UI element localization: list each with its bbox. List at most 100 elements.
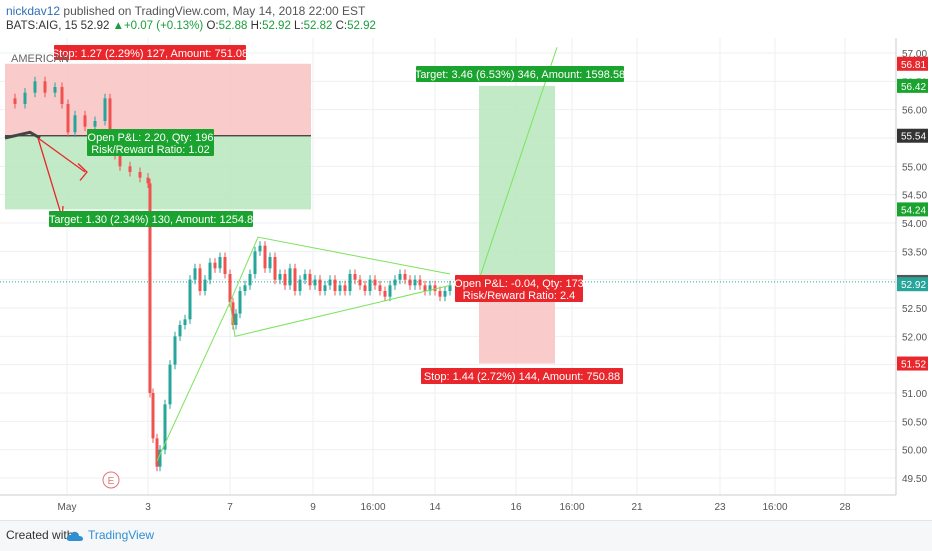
ohlc-close: C:52.92 — [335, 20, 376, 32]
price-badge-text: 54.24 — [901, 205, 926, 216]
stop-label-1: Stop: 1.27 (2.29%) 127, Amount: 751.08 — [52, 45, 248, 60]
y-tick-label: 53.50 — [902, 247, 927, 258]
arrow-head-1 — [77, 163, 88, 181]
earnings-letter: E — [108, 476, 115, 487]
candle-body — [343, 285, 347, 291]
candle-body — [443, 291, 447, 297]
candle-body — [438, 291, 442, 297]
candle-body — [313, 279, 317, 286]
candle-body — [188, 279, 192, 320]
candle-body — [178, 325, 182, 337]
y-tick-label: 51.00 — [902, 389, 927, 400]
candle-body — [388, 285, 392, 297]
candle-body — [146, 177, 150, 184]
target-label-1: Target: 1.30 (2.34%) 130, Amount: 1254.8 — [49, 211, 253, 227]
candle-body — [298, 279, 302, 291]
candle-body — [263, 245, 267, 269]
symbol: BATS:AIG, 15 — [6, 20, 78, 32]
footer: Created with TradingView — [0, 520, 932, 551]
time-axis[interactable]: May 3 7 9 16:00 14 16 16:00 21 23 16:00 28 — [58, 502, 851, 513]
candle-body — [248, 274, 252, 286]
price-badge-bg — [897, 277, 928, 292]
pnl-label-1-bg — [87, 129, 214, 156]
candle-body — [373, 279, 377, 286]
candle-body — [333, 279, 337, 291]
y-tick-label: 50.50 — [902, 417, 927, 428]
y-tick-label: 52.50 — [902, 304, 927, 315]
candle-body — [258, 245, 262, 252]
publish-info: nickdav12 published on TradingView.com, … — [6, 4, 365, 18]
last-price: 52.92 — [80, 20, 110, 32]
created-with-text: Created with — [6, 528, 74, 542]
arrow-line-1 — [37, 137, 86, 173]
x-tick-label: 16:00 — [762, 502, 787, 513]
candle-body — [278, 274, 282, 280]
pnl-label-2-text: Risk/Reward Ratio: 2.4 — [463, 290, 576, 302]
candle-body — [253, 251, 257, 274]
y-tick-label: 57.00 — [902, 49, 927, 60]
price-badge-bg — [897, 56, 928, 71]
x-tick-label: 16 — [510, 502, 522, 513]
candle-body — [118, 155, 122, 167]
candle-body — [168, 364, 172, 405]
ohlc-low: L:52.82 — [294, 20, 333, 32]
price-badge-bg — [897, 128, 928, 143]
y-tick-label: 54.00 — [902, 219, 927, 230]
candle-body — [66, 104, 70, 133]
candle-body — [93, 121, 97, 127]
candle-body — [318, 279, 322, 291]
candle-body — [208, 262, 212, 280]
price-axis[interactable]: 57.0056.5056.0055.5055.0054.5054.0053.50… — [897, 49, 928, 485]
target-label-2: Target: 3.46 (6.53%) 346, Amount: 1598.5… — [415, 66, 625, 82]
drawings — [4, 47, 558, 462]
candle-body — [448, 285, 452, 291]
tradingview-cloud-icon — [66, 531, 83, 541]
candle-body — [183, 319, 187, 325]
candle-body — [288, 268, 292, 286]
x-tick-label: 14 — [429, 502, 441, 513]
candle-body — [83, 115, 87, 127]
candle-body — [203, 279, 207, 291]
arrow-line-2 — [37, 137, 63, 218]
candle-body — [368, 279, 372, 291]
up-arrow-icon: ▲ — [112, 20, 124, 32]
y-tick-label: 55.00 — [902, 162, 927, 173]
candle-body — [353, 274, 357, 280]
candle-body — [33, 81, 37, 93]
candle-body — [238, 291, 242, 314]
watermark-text: AMERICAN — [11, 53, 69, 65]
price-badge-bg — [897, 356, 928, 371]
candle-body — [234, 313, 238, 325]
earnings-marker[interactable]: E — [102, 471, 120, 489]
price-badge-text: 56.81 — [901, 60, 926, 71]
candle-body — [103, 98, 107, 121]
ohlc-open: O:52.88 — [206, 20, 248, 32]
candle-body — [158, 449, 162, 467]
candle-body — [433, 285, 437, 291]
candle-body — [393, 279, 397, 286]
candle-body — [173, 336, 177, 365]
candle-body — [218, 257, 222, 269]
candle-body — [403, 274, 407, 280]
author-link[interactable]: nickdav12 — [6, 4, 61, 18]
candle-body — [73, 115, 77, 133]
stop-label-2: Stop: 1.44 (2.72%) 144, Amount: 750.88 — [421, 368, 623, 384]
candle-body — [228, 274, 232, 303]
candle-body — [138, 172, 142, 178]
publish-text: published on TradingView.com, May 14, 20… — [63, 4, 366, 18]
x-tick-label: 9 — [310, 502, 316, 513]
candle-body — [293, 268, 297, 291]
y-tick-label: 49.50 — [902, 474, 927, 485]
candle-body — [303, 274, 307, 280]
x-tick-label: 28 — [839, 502, 851, 513]
tradingview-brand-link[interactable]: TradingView — [88, 528, 155, 542]
candle-body — [128, 166, 132, 172]
x-tick-label: 3 — [145, 502, 151, 513]
entry-marker — [4, 130, 41, 140]
price-chart[interactable]: Stop: 1.27 (2.29%) 127, Amount: 751.08 Op… — [0, 38, 932, 520]
candle-body — [43, 81, 47, 93]
pnl-label-1-text: Risk/Reward Ratio: 1.02 — [91, 144, 210, 156]
price-badge-text: 52.92 — [901, 280, 926, 291]
candle-body — [268, 257, 272, 269]
